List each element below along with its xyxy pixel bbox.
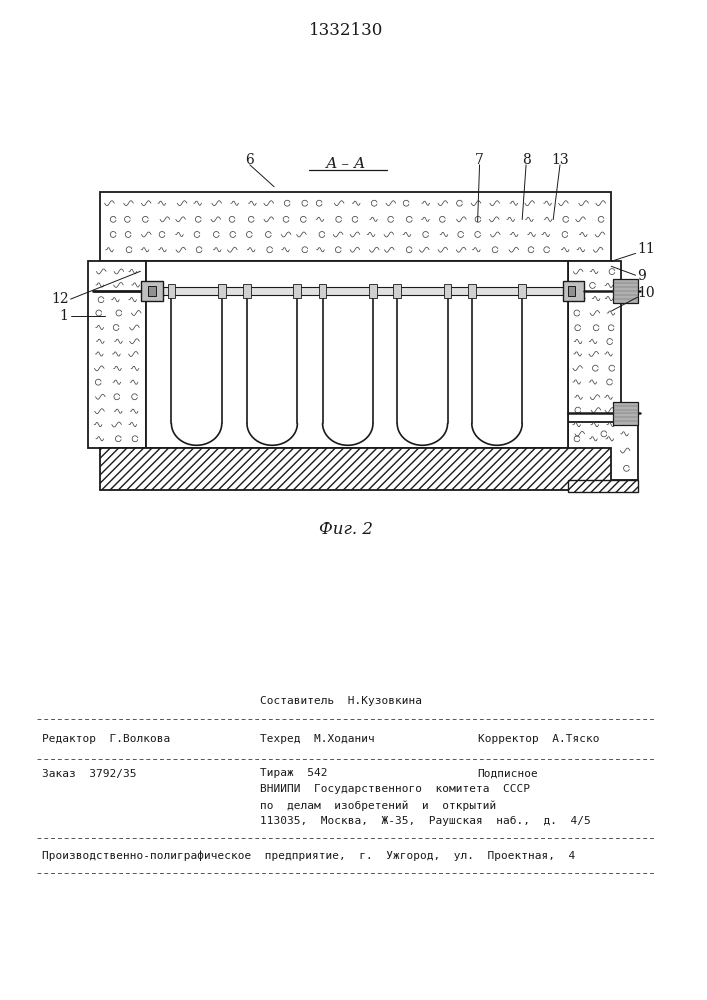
Text: 6: 6 [245, 153, 255, 167]
Bar [468, 284, 476, 298]
Text: Заказ  3792/35: Заказ 3792/35 [42, 768, 136, 778]
Bar [100, 448, 612, 490]
Bar [148, 286, 156, 296]
Text: 7: 7 [475, 153, 484, 167]
Text: Тираж  542: Тираж 542 [259, 768, 327, 778]
Text: Подписное: Подписное [478, 768, 538, 778]
Bar [218, 284, 226, 298]
Bar [568, 261, 621, 448]
Text: Составитель  Н.Кузовкина: Составитель Н.Кузовкина [259, 696, 421, 706]
Text: 13: 13 [551, 153, 569, 167]
Bar [563, 281, 584, 301]
Text: Производственно-полиграфическое  предприятие,  г.  Ужгород,  ул.  Проектная,  4: Производственно-полиграфическое предприя… [42, 850, 575, 861]
Bar [151, 287, 573, 295]
Bar [613, 402, 638, 425]
Bar [146, 261, 568, 448]
Bar [88, 261, 146, 448]
Text: 11: 11 [638, 242, 655, 256]
Text: ВНИИПИ  Государственного  комитета  СССР: ВНИИПИ Государственного комитета СССР [259, 784, 530, 794]
Bar [243, 284, 251, 298]
Text: 1332130: 1332130 [309, 22, 383, 39]
Text: 9: 9 [638, 269, 646, 283]
Bar [518, 284, 526, 298]
Text: 113035,  Москва,  Ж-35,  Раушская  наб.,  д.  4/5: 113035, Москва, Ж-35, Раушская наб., д. … [259, 816, 590, 826]
Bar [293, 284, 301, 298]
Bar [168, 284, 175, 298]
Text: по  делам  изобретений  и  открытий: по делам изобретений и открытий [259, 800, 496, 811]
Text: Фиг. 2: Фиг. 2 [319, 521, 373, 538]
Bar [319, 284, 327, 298]
Bar [369, 284, 377, 298]
Bar [141, 281, 163, 301]
Bar [100, 192, 612, 261]
Bar [568, 422, 638, 480]
Bar [613, 279, 638, 303]
Text: 1: 1 [60, 309, 69, 323]
Text: 8: 8 [522, 153, 530, 167]
Text: Корректор  А.Тяско: Корректор А.Тяско [478, 734, 599, 744]
Bar [568, 480, 638, 492]
Text: 12: 12 [51, 292, 69, 306]
Text: Редактор  Г.Волкова: Редактор Г.Волкова [42, 734, 170, 744]
Text: Техред  М.Ходанич: Техред М.Ходанич [259, 734, 374, 744]
Bar [444, 284, 452, 298]
Bar [393, 284, 401, 298]
Text: А – А: А – А [326, 157, 366, 171]
Bar [568, 286, 575, 296]
Text: 10: 10 [638, 286, 655, 300]
